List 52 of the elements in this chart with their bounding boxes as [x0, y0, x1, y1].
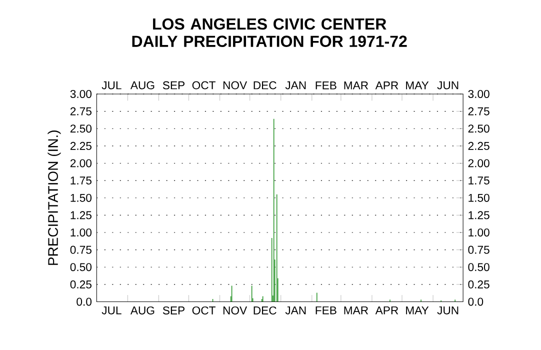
y-tick-label: 2.75	[70, 107, 92, 116]
x-tick-label: MAR	[344, 306, 368, 314]
x2-tick-label: SEP	[162, 81, 184, 90]
y-axis-title: PRECIPITATION (IN.)	[48, 130, 61, 265]
x2-tick-label: AUG	[130, 81, 154, 90]
y2-tick-label: 0.25	[468, 280, 490, 288]
y2-tick-label: 3.00	[468, 90, 490, 98]
x-tick-label: DEC	[254, 306, 276, 314]
y-tick-label: 0.50	[70, 263, 92, 272]
x-tick-label: OCT	[192, 306, 216, 314]
y-tick-label: 3.00	[70, 90, 92, 98]
y2-tick-label: 0.0	[468, 298, 484, 306]
y-tick-label: 1.75	[70, 176, 92, 184]
y2-tick-label: 0.75	[468, 246, 490, 254]
x2-tick-label: JUL	[102, 81, 122, 90]
x-tick-label: NOV	[223, 306, 248, 314]
y-tick-label: 0.75	[70, 246, 92, 254]
y2-tick-label: 1.75	[468, 176, 490, 184]
y2-tick-label: 2.00	[468, 159, 490, 168]
x-tick-label: FEB	[316, 306, 336, 314]
x-tick-label: SEP	[162, 306, 184, 314]
y2-tick-label: 1.25	[468, 211, 490, 220]
chart-title: LOS ANGELES CIVIC CENTER DAILY PRECIPITATION FOR 1971-72	[132, 18, 407, 47]
y2-tick-label: 1.50	[468, 194, 490, 202]
y-tick-label: 0.0	[76, 298, 92, 306]
y-tick-label: 1.00	[70, 228, 92, 236]
y2-tick-label: 1.00	[468, 228, 490, 236]
x-tick-label: AUG	[130, 306, 154, 314]
x2-tick-label: MAR	[344, 81, 368, 90]
y-tick-label: 2.50	[70, 124, 92, 133]
x2-tick-label: OCT	[192, 81, 216, 90]
x2-tick-label: APR	[375, 81, 398, 90]
y-tick-label: 0.25	[70, 280, 92, 288]
x-tick-label: JAN	[285, 306, 306, 314]
x-tick-label: APR	[375, 306, 398, 314]
x2-tick-label: MAY	[406, 81, 429, 90]
x2-tick-label: FEB	[316, 81, 336, 90]
y2-tick-label: 2.25	[468, 142, 490, 150]
x-tick-label: JUL	[102, 306, 122, 314]
y-tick-label: 1.25	[70, 211, 92, 220]
x2-tick-label: JAN	[285, 81, 306, 90]
x2-tick-label: NOV	[223, 81, 248, 90]
y2-tick-label: 0.50	[468, 263, 490, 272]
y2-tick-label: 2.75	[468, 107, 490, 116]
y-tick-label: 2.25	[70, 142, 92, 150]
x-tick-label: MAY	[406, 306, 429, 314]
x-tick-label: JUN	[437, 306, 458, 314]
x2-tick-label: DEC	[254, 81, 276, 90]
x2-tick-label: JUN	[437, 81, 458, 90]
y-tick-label: 1.50	[70, 194, 92, 202]
y2-tick-label: 2.50	[468, 124, 490, 133]
y-tick-label: 2.00	[70, 159, 92, 168]
